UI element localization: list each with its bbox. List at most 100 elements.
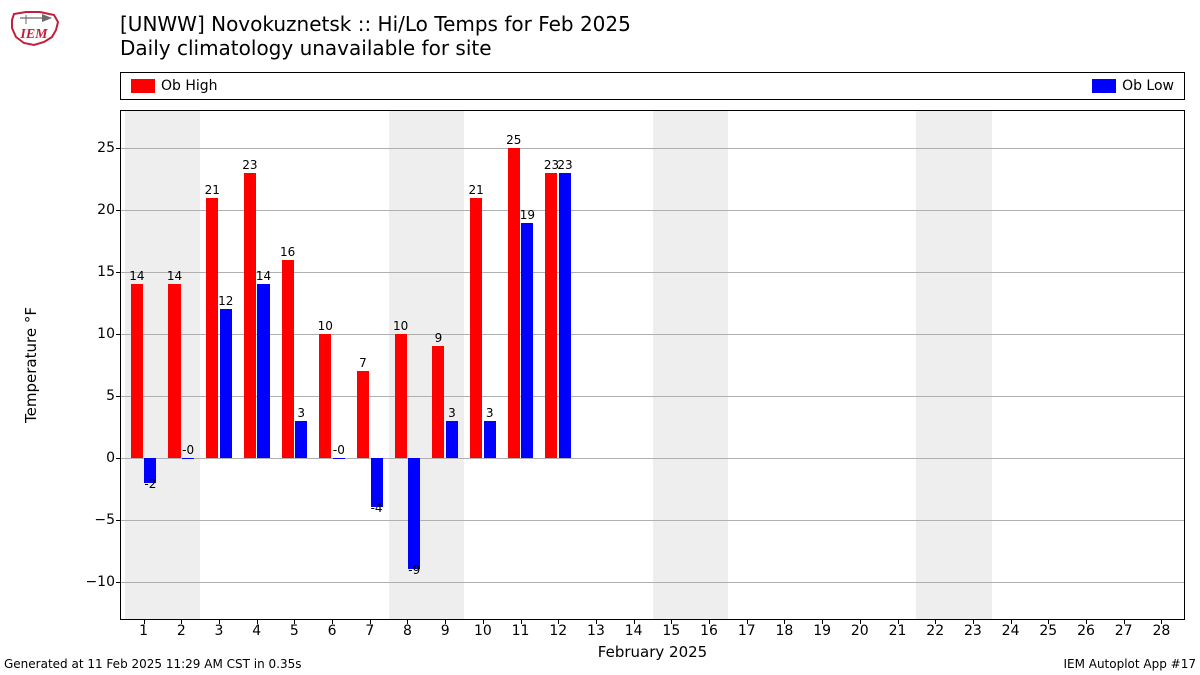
xtick-mark bbox=[671, 619, 672, 624]
ytick-mark bbox=[116, 458, 121, 459]
xtick-mark bbox=[860, 619, 861, 624]
bar-low-label: 3 bbox=[297, 406, 305, 420]
xtick-mark bbox=[973, 619, 974, 624]
bar-low bbox=[484, 421, 496, 458]
bar-high bbox=[545, 173, 557, 458]
xtick-mark bbox=[822, 619, 823, 624]
xtick-label: 28 bbox=[1152, 623, 1170, 639]
xtick-label: 15 bbox=[662, 623, 680, 639]
bar-high-label: 10 bbox=[393, 319, 408, 333]
xtick-mark bbox=[219, 619, 220, 624]
legend-swatch-high bbox=[131, 79, 155, 93]
bar-low-label: -0 bbox=[182, 443, 194, 457]
gridline bbox=[121, 396, 1184, 397]
bar-high-label: 25 bbox=[506, 133, 521, 147]
xtick-mark bbox=[407, 619, 408, 624]
bar-high bbox=[168, 284, 180, 457]
xtick-mark bbox=[747, 619, 748, 624]
ytick-label: 20 bbox=[97, 202, 115, 218]
xtick-label: 1 bbox=[139, 623, 148, 639]
bar-high bbox=[206, 198, 218, 458]
bar-high bbox=[282, 260, 294, 458]
xtick-label: 21 bbox=[889, 623, 907, 639]
bar-high-label: 14 bbox=[129, 269, 144, 283]
bar-high bbox=[432, 346, 444, 458]
xtick-mark bbox=[596, 619, 597, 624]
ytick-label: −10 bbox=[85, 574, 115, 590]
bar-low bbox=[408, 458, 420, 570]
gridline bbox=[121, 458, 1184, 459]
bar-high-label: 23 bbox=[242, 158, 257, 172]
title-line-2: Daily climatology unavailable for site bbox=[120, 36, 631, 60]
footer-app: IEM Autoplot App #17 bbox=[1063, 657, 1196, 671]
bar-high bbox=[357, 371, 369, 458]
iem-logo: IEM bbox=[6, 6, 66, 51]
xtick-mark bbox=[935, 619, 936, 624]
legend-item-low: Ob Low bbox=[1092, 78, 1174, 94]
ytick-label: −5 bbox=[94, 512, 115, 528]
page: IEM [UNWW] Novokuznetsk :: Hi/Lo Temps f… bbox=[0, 0, 1200, 675]
gridline bbox=[121, 148, 1184, 149]
xtick-label: 6 bbox=[328, 623, 337, 639]
bar-high-label: 16 bbox=[280, 245, 295, 259]
xtick-label: 22 bbox=[926, 623, 944, 639]
ytick-mark bbox=[116, 148, 121, 149]
xtick-label: 7 bbox=[365, 623, 374, 639]
ytick-mark bbox=[116, 210, 121, 211]
xtick-label: 2 bbox=[177, 623, 186, 639]
footer-generated: Generated at 11 Feb 2025 11:29 AM CST in… bbox=[4, 657, 302, 671]
plot-region: Ob High Ob Low Temperature °F February 2… bbox=[120, 72, 1185, 622]
xtick-label: 5 bbox=[290, 623, 299, 639]
xtick-mark bbox=[483, 619, 484, 624]
ytick-mark bbox=[116, 520, 121, 521]
xtick-mark bbox=[784, 619, 785, 624]
bar-high bbox=[244, 173, 256, 458]
bar-high bbox=[395, 334, 407, 458]
xtick-mark bbox=[181, 619, 182, 624]
xtick-mark bbox=[1011, 619, 1012, 624]
xtick-mark bbox=[1161, 619, 1162, 624]
xtick-label: 8 bbox=[403, 623, 412, 639]
xtick-mark bbox=[257, 619, 258, 624]
xtick-label: 17 bbox=[738, 623, 756, 639]
xtick-mark bbox=[144, 619, 145, 624]
legend-swatch-low bbox=[1092, 79, 1116, 93]
xtick-mark bbox=[558, 619, 559, 624]
y-axis-label: Temperature °F bbox=[22, 307, 40, 423]
gridline bbox=[121, 210, 1184, 211]
bar-low-label: 3 bbox=[486, 406, 494, 420]
bar-low bbox=[295, 421, 307, 458]
xtick-label: 3 bbox=[215, 623, 224, 639]
bar-low-label: -0 bbox=[333, 443, 345, 457]
bar-high-label: 14 bbox=[167, 269, 182, 283]
title-line-1: [UNWW] Novokuznetsk :: Hi/Lo Temps for F… bbox=[120, 12, 631, 36]
bar-low-label: -9 bbox=[408, 563, 420, 577]
gridline bbox=[121, 334, 1184, 335]
xtick-label: 12 bbox=[549, 623, 567, 639]
xtick-mark bbox=[332, 619, 333, 624]
xtick-label: 9 bbox=[441, 623, 450, 639]
bar-high-label: 21 bbox=[205, 183, 220, 197]
bar-low-label: 14 bbox=[256, 269, 271, 283]
xtick-label: 16 bbox=[700, 623, 718, 639]
gridline bbox=[121, 582, 1184, 583]
xtick-label: 10 bbox=[474, 623, 492, 639]
chart-area: Temperature °F February 2025 −10−5051015… bbox=[120, 110, 1185, 620]
bar-low-label: -4 bbox=[371, 501, 383, 515]
xtick-label: 24 bbox=[1002, 623, 1020, 639]
bar-low-label: -2 bbox=[144, 477, 156, 491]
legend-item-high: Ob High bbox=[131, 78, 218, 94]
ytick-label: 15 bbox=[97, 264, 115, 280]
bar-low bbox=[446, 421, 458, 458]
bar-high-label: 21 bbox=[468, 183, 483, 197]
bar-high-label: 10 bbox=[318, 319, 333, 333]
bar-low-label: 19 bbox=[520, 208, 535, 222]
logo-text: IEM bbox=[19, 27, 48, 42]
xtick-mark bbox=[1124, 619, 1125, 624]
bar-low bbox=[371, 458, 383, 508]
ytick-mark bbox=[116, 272, 121, 273]
ytick-label: 0 bbox=[106, 450, 115, 466]
legend-label-low: Ob Low bbox=[1122, 78, 1174, 94]
xtick-label: 14 bbox=[625, 623, 643, 639]
xtick-mark bbox=[634, 619, 635, 624]
